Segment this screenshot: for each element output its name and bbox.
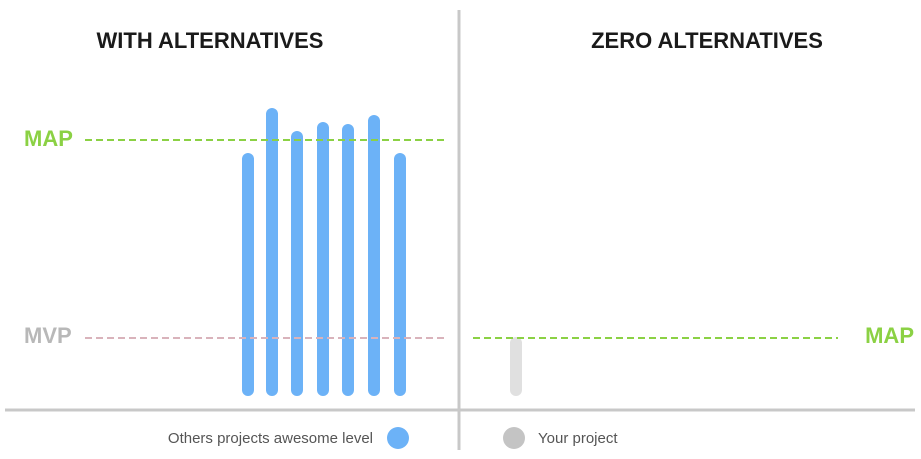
bar [368,115,380,396]
your-bar [510,337,522,396]
bar [291,131,303,396]
bar [317,122,329,396]
panel-title: WITH ALTERNATIVES [97,28,324,53]
level-label: MVP [24,323,72,348]
bar [242,153,254,396]
legend-label: Your project [538,430,618,447]
bar [266,108,278,396]
bar [394,153,406,396]
legend-swatch [503,427,525,449]
bar [342,124,354,396]
level-label: MAP [24,126,73,151]
legend-swatch [387,427,409,449]
legend-label: Others projects awesome level [168,430,373,447]
panel-title: ZERO ALTERNATIVES [591,28,823,53]
level-label: MAP [865,323,914,348]
bars [242,108,406,396]
